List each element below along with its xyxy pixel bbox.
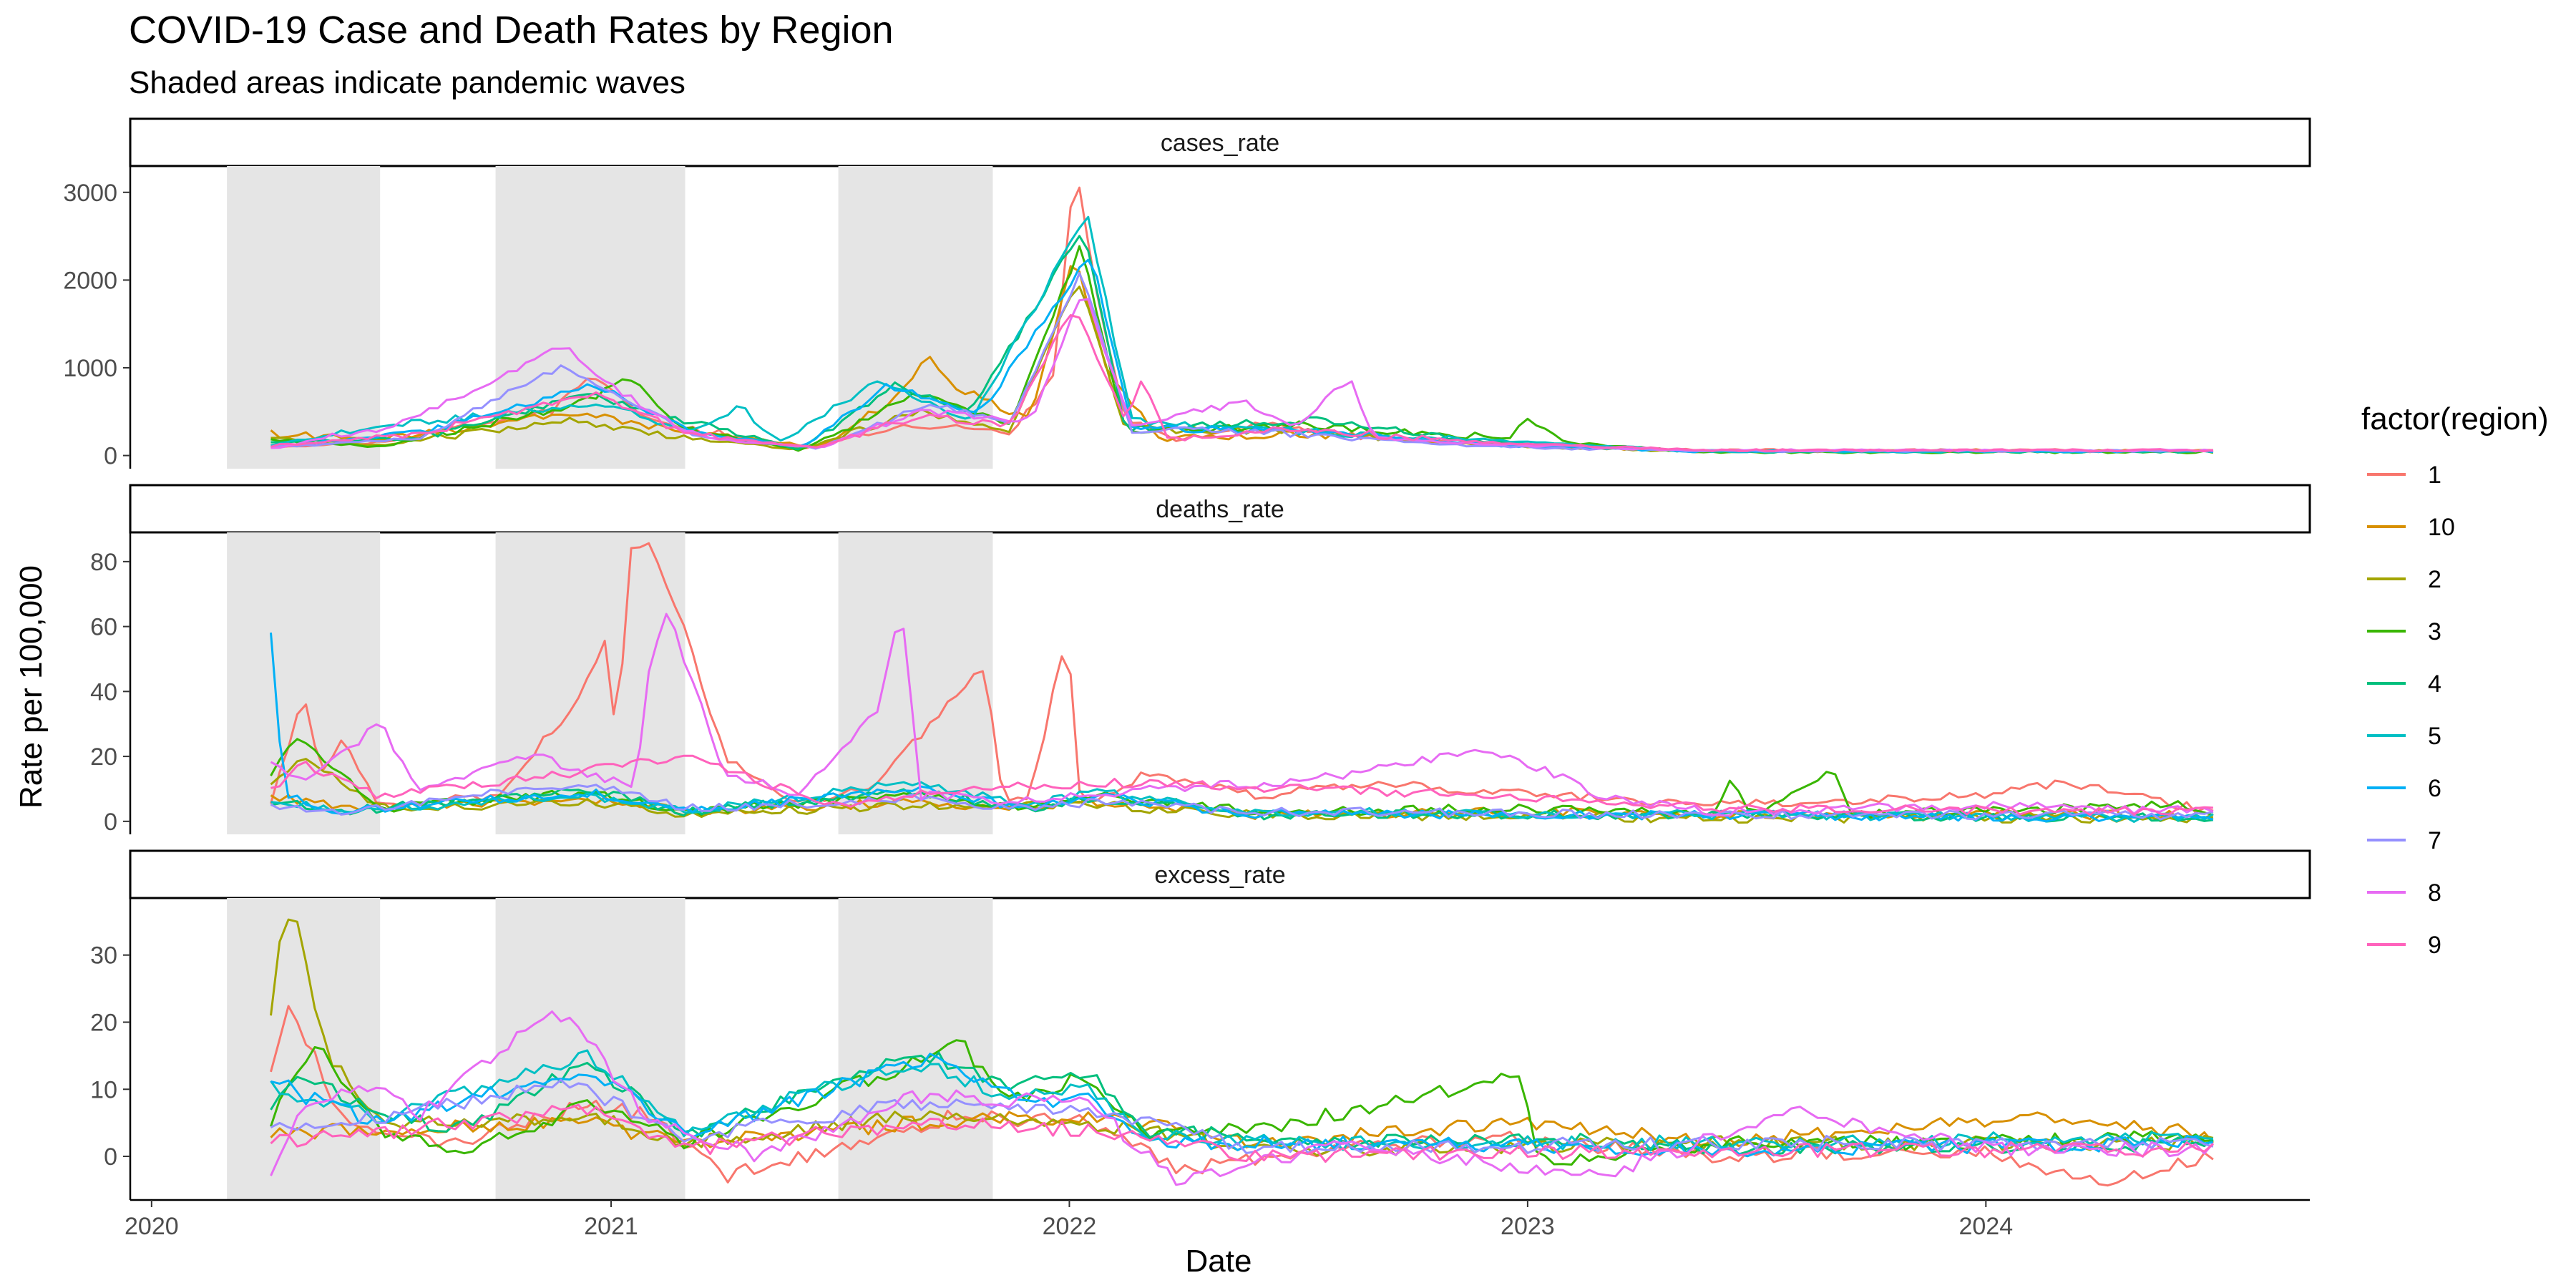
series-line-region-8 [270, 1010, 2215, 1186]
x-tick-label: 2022 [1043, 1213, 1097, 1240]
series-line-region-7 [270, 1078, 2214, 1154]
x-tick-label: 2023 [1501, 1213, 1555, 1240]
chart-subtitle: Shaded areas indicate pandemic waves [129, 65, 686, 100]
facet-panel-deaths_rate: deaths_rate 0 20 40 60 80 [90, 484, 2311, 836]
facet-strip-label: cases_rate [1161, 130, 1279, 157]
y-tick-label: 20 [90, 1009, 117, 1036]
y-tick-label: 80 [90, 549, 117, 576]
facet-strip-label: excess_rate [1154, 862, 1285, 889]
wave-band [838, 898, 993, 1200]
legend-label-region-10: 10 [2428, 514, 2455, 541]
series-line-region-1 [270, 1005, 2214, 1187]
facet-strip-deaths_rate [129, 484, 2311, 534]
wave-band [495, 898, 686, 1200]
legend-label-region-1: 1 [2428, 462, 2441, 489]
y-tick-label: 3000 [63, 180, 117, 207]
legend-title: factor(region) [2361, 401, 2549, 436]
series-line-region-9 [270, 1103, 2214, 1163]
series-line-region-8 [270, 613, 2214, 817]
y-tick-label: 2000 [63, 267, 117, 294]
wave-band [495, 166, 686, 469]
wave-band [227, 166, 381, 469]
y-tick-label: 0 [104, 443, 117, 470]
series-line-region-1 [270, 542, 2214, 814]
facet-panel-cases_rate: cases_rate 0 1000 2000 3000 [63, 117, 2311, 470]
x-tick-label: 2021 [584, 1213, 638, 1240]
legend: factor(region) 1 10 2 3 4 5 6 7 8 9 [2361, 401, 2549, 959]
x-tick-label: 2020 [125, 1213, 179, 1240]
y-tick-label: 1000 [63, 355, 117, 382]
legend-label-region-8: 8 [2428, 879, 2441, 907]
y-tick-label: 30 [90, 942, 117, 970]
series-line-region-7 [270, 784, 2214, 821]
legend-label-region-2: 2 [2428, 566, 2441, 593]
y-tick-label: 10 [90, 1076, 117, 1103]
y-tick-label: 0 [104, 1143, 117, 1171]
series-line-region-6 [270, 632, 2214, 823]
legend-label-region-5: 5 [2428, 723, 2441, 750]
facet-panel-excess_rate: excess_rate 0 10 20 30 [90, 849, 2311, 1200]
y-tick-label: 0 [104, 809, 117, 836]
x-axis: 2020 2021 2022 2023 2024 [125, 1199, 2310, 1240]
series-line-region-9 [270, 754, 2213, 816]
x-axis-title: Date [1186, 1244, 1252, 1279]
legend-label-region-6: 6 [2428, 775, 2441, 802]
y-tick-label: 60 [90, 614, 117, 641]
facet-panels: cases_rate 0 1000 2000 3000 deaths_rate 0 20 40 6… [63, 117, 2311, 1200]
facet-strip-cases_rate [129, 117, 2311, 167]
legend-label-region-7: 7 [2428, 827, 2441, 854]
series-line-region-5 [270, 781, 2214, 823]
y-axis-title: Rate per 100,000 [14, 565, 49, 809]
legend-label-region-9: 9 [2428, 932, 2441, 959]
wave-band [227, 898, 381, 1200]
series-line-region-4 [270, 1051, 2214, 1156]
facet-strip-label: deaths_rate [1156, 496, 1284, 523]
legend-label-region-4: 4 [2428, 670, 2441, 698]
y-tick-label: 40 [90, 678, 117, 706]
series-line-region-9 [270, 314, 2214, 453]
chart-title: COVID-19 Case and Death Rates by Region [129, 9, 894, 52]
legend-label-region-3: 3 [2428, 618, 2441, 645]
y-tick-label: 20 [90, 743, 117, 771]
wave-band [495, 532, 686, 834]
x-tick-label: 2024 [1958, 1213, 2013, 1240]
facet-strip-excess_rate [129, 849, 2311, 899]
